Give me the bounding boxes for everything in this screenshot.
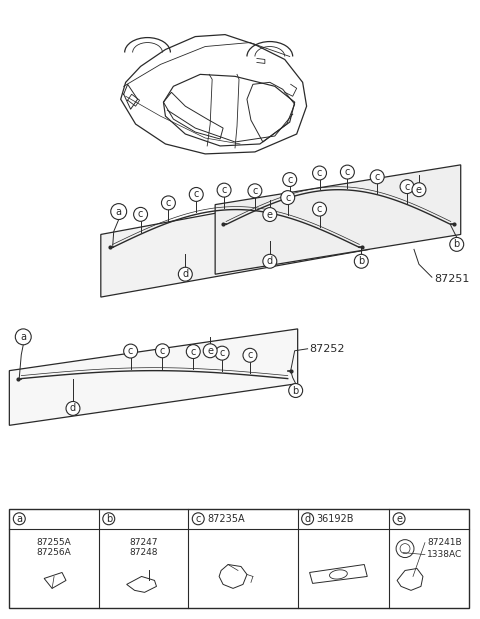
Circle shape	[13, 513, 25, 525]
Text: e: e	[267, 210, 273, 220]
Circle shape	[263, 207, 277, 222]
Circle shape	[215, 346, 229, 360]
Circle shape	[217, 183, 231, 197]
Circle shape	[203, 344, 217, 358]
Circle shape	[189, 188, 203, 201]
Circle shape	[248, 184, 262, 197]
Text: 87256A: 87256A	[36, 548, 72, 557]
Text: b: b	[358, 256, 364, 266]
Text: a: a	[116, 207, 122, 217]
Text: c: c	[221, 185, 227, 195]
Circle shape	[281, 191, 295, 204]
Text: 1338AC: 1338AC	[427, 550, 462, 559]
Text: 87247: 87247	[129, 538, 158, 547]
Circle shape	[340, 165, 354, 179]
Circle shape	[301, 513, 313, 525]
Text: b: b	[106, 514, 112, 524]
Text: e: e	[207, 346, 213, 356]
Circle shape	[263, 254, 277, 268]
Text: 87248: 87248	[129, 548, 158, 557]
Circle shape	[161, 196, 175, 210]
Polygon shape	[215, 165, 461, 274]
Text: 87235A: 87235A	[207, 514, 245, 524]
Text: c: c	[285, 193, 290, 202]
Text: c: c	[128, 346, 133, 356]
Circle shape	[412, 183, 426, 197]
Text: c: c	[317, 204, 322, 214]
Circle shape	[450, 238, 464, 251]
Text: c: c	[287, 175, 292, 184]
Text: a: a	[20, 332, 26, 342]
Circle shape	[354, 254, 368, 268]
Text: c: c	[404, 181, 410, 192]
Circle shape	[156, 344, 169, 358]
Text: c: c	[166, 198, 171, 208]
Circle shape	[186, 345, 200, 358]
Circle shape	[103, 513, 115, 525]
Text: d: d	[304, 514, 311, 524]
Circle shape	[393, 513, 405, 525]
Text: c: c	[345, 167, 350, 177]
Circle shape	[66, 402, 80, 415]
Text: c: c	[195, 514, 201, 524]
Circle shape	[288, 384, 302, 397]
Text: b: b	[292, 386, 299, 396]
Text: e: e	[416, 184, 422, 195]
Text: c: c	[138, 209, 143, 219]
Circle shape	[243, 348, 257, 362]
Circle shape	[179, 267, 192, 281]
Text: c: c	[219, 348, 225, 358]
Text: b: b	[454, 240, 460, 249]
Text: 87241B: 87241B	[427, 538, 462, 547]
Text: c: c	[374, 172, 380, 182]
Text: c: c	[160, 346, 165, 356]
Text: c: c	[193, 189, 199, 199]
Circle shape	[192, 513, 204, 525]
Bar	[9, 509, 468, 608]
Circle shape	[15, 329, 31, 345]
Text: d: d	[182, 269, 188, 279]
Polygon shape	[9, 329, 298, 425]
Text: c: c	[191, 347, 196, 357]
Text: d: d	[267, 256, 273, 266]
Circle shape	[133, 207, 147, 222]
Text: 36192B: 36192B	[316, 514, 354, 524]
Text: c: c	[247, 350, 252, 360]
Text: c: c	[317, 168, 322, 178]
Text: d: d	[70, 404, 76, 413]
Polygon shape	[101, 184, 369, 297]
Text: 87252: 87252	[310, 344, 345, 354]
Circle shape	[124, 344, 138, 358]
Circle shape	[283, 173, 297, 186]
Circle shape	[312, 202, 326, 216]
Text: 87251: 87251	[434, 274, 469, 284]
Circle shape	[312, 166, 326, 180]
Circle shape	[370, 170, 384, 184]
Text: 87255A: 87255A	[36, 538, 72, 547]
Text: a: a	[16, 514, 22, 524]
Circle shape	[400, 180, 414, 194]
Text: c: c	[252, 186, 258, 196]
Circle shape	[111, 204, 127, 220]
Text: e: e	[396, 514, 402, 524]
Circle shape	[396, 540, 414, 558]
